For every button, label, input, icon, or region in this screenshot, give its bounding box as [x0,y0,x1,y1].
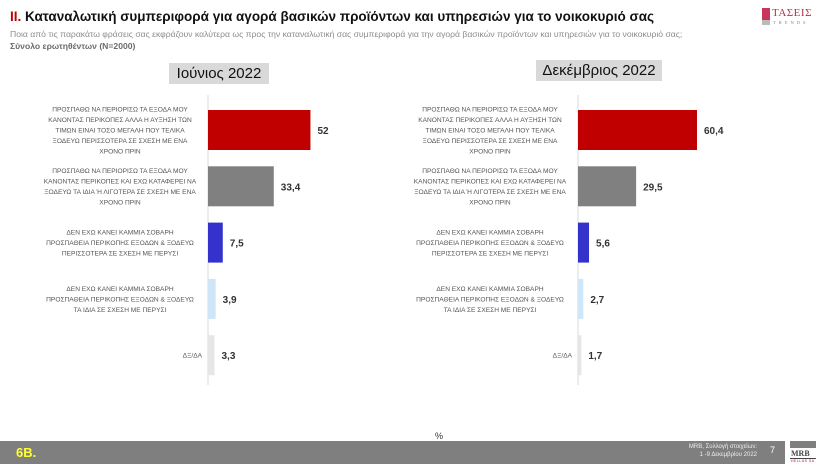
value-label-2: 7,5 [230,239,244,250]
page-number: 7 [769,445,775,455]
bar-2 [208,222,223,263]
category-label-line: ΤΙΜΩΝ ΕΙΝΑΙ ΤΟΣΟ ΜΕΓΑΛΗ ΠΟΥ ΤΕΛΙΚΑ [55,128,185,135]
mrb-logo-text: MRB [791,449,810,458]
bar-3 [578,278,584,319]
category-label-3: ΔΕΝ ΕΧΩ ΚΑΝΕΙ ΚΑΜΜΙΑ ΣΟΒΑΡΗ ΠΡΟΣΠΑΘΕΙΑ ΠΕ… [416,286,564,314]
category-label-line: ΤΙΜΩΝ ΕΙΝΑΙ ΤΟΣΟ ΜΕΓΑΛΗ ΠΟΥ ΤΕΛΙΚΑ [425,128,555,135]
category-label-line: ΚΑΝΟΝΤΑΣ ΠΕΡΙΚΟΠΕΣ ΑΛΛΑ Η ΑΥΞΗΣΗ ΤΩΝ [48,117,192,124]
category-label-line: ΚΑΝΟΝΤΑΣ ΠΕΡΙΚΟΠΕΣ ΚΑΙ ΕΧΩ ΚΑΤΑΦΕΡΕΙ ΝΑ [44,179,197,186]
chart-december: 60,4 ΠΡΟΣΠΑΘΩ ΝΑ ΠΕΡΙΟΡΙΣΩ ΤΑ ΕΞΟΔΑ ΜΟΥ ΚΑ… [370,95,790,385]
category-label-line: ΔΕΝ ΕΧΩ ΚΑΝΕΙ ΚΑΜΜΙΑ ΣΟΒΑΡΗ [66,230,173,237]
category-label-1: ΠΡΟΣΠΑΘΩ ΝΑ ΠΕΡΙΟΡΙΣΩ ΤΑ ΕΞΟΔΑ ΜΟΥ ΚΑΝΟΝΤ… [414,168,567,207]
category-label-line: ΔΕΝ ΕΧΩ ΚΑΝΕΙ ΚΑΜΜΙΑ ΣΟΒΑΡΗ [436,230,543,237]
period-label-june: Ιούνιος 2022 [169,63,269,84]
category-label-line: ΠΡΟΣΠΑΘΩ ΝΑ ΠΕΡΙΟΡΙΣΩ ΤΑ ΕΞΟΔΑ ΜΟΥ [422,107,558,114]
value-label-4: 1,7 [588,351,602,362]
mrb-logo-line-icon [790,458,816,459]
category-label-line: ΠΕΡΙΣΣΟΤΕΡΑ ΣΕ ΣΧΕΣΗ ΜΕ ΠΕΡΥΣΙ [62,251,178,258]
unit-label: % [435,431,444,441]
value-label-1: 29,5 [643,182,663,193]
category-label-line: ΠΕΡΙΣΣΟΤΕΡΑ ΣΕ ΣΧΕΣΗ ΜΕ ΠΕΡΥΣΙ [432,251,548,258]
category-label-line: ΤΑ ΙΔΙΑ ΣΕ ΣΧΕΣΗ ΜΕ ΠΕΡΥΣΙ [74,307,167,314]
bar-0 [208,110,311,150]
source-line-2: 1 -9 Δεκεμβρίου 2022 [699,452,757,458]
mrb-logo-sub: HELLAS SA [791,459,815,463]
category-label-line: ΧΡΟΝΟ ΠΡΙΝ [469,149,511,156]
value-label-3: 2,7 [590,295,604,306]
category-label-line: ΠΡΟΣΠΑΘΩ ΝΑ ΠΕΡΙΟΡΙΣΩ ΤΑ ΕΞΟΔΑ ΜΟΥ [52,107,188,114]
period-label-december: Δεκέμβριος 2022 [536,60,662,81]
value-label-0: 60,4 [704,126,724,137]
mrb-logo-bar-icon [790,441,816,448]
category-label-0: ΠΡΟΣΠΑΘΩ ΝΑ ΠΕΡΙΟΡΙΣΩ ΤΑ ΕΞΟΔΑ ΜΟΥ ΚΑΝΟΝΤ… [48,107,192,156]
bar-4 [208,335,215,376]
slide-code: 6B. [16,445,37,460]
category-label-line: ΔΕΝ ΕΧΩ ΚΑΝΕΙ ΚΑΜΜΙΑ ΣΟΒΑΡΗ [66,286,173,293]
category-label-line: ΔΕΝ ΕΧΩ ΚΑΝΕΙ ΚΑΜΜΙΑ ΣΟΒΑΡΗ [436,286,543,293]
category-label-4: ΔΞ/ΔΑ [183,353,203,360]
bar-0 [578,110,697,150]
category-label-line: ΞΟΔΕΥΩ ΠΕΡΙΣΣΟΤΕΡΑ ΣΕ ΣΧΕΣΗ ΜΕ ΕΝΑ [423,138,559,145]
logo-mark-base-icon [762,20,770,25]
category-label-0: ΠΡΟΣΠΑΘΩ ΝΑ ΠΕΡΙΟΡΙΣΩ ΤΑ ΕΞΟΔΑ ΜΟΥ ΚΑΝΟΝΤ… [418,107,562,156]
page-title: II. Καταναλωτική συμπεριφορά για αγορά β… [10,9,654,24]
category-label-line: ΤΑ ΙΔΙΑ ΣΕ ΣΧΕΣΗ ΜΕ ΠΕΡΥΣΙ [444,307,537,314]
question-text: Ποια από τις παρακάτω φράσεις σας εκφράζ… [10,29,683,39]
value-label-1: 33,4 [281,182,301,193]
chart-june-svg: 52 ΠΡΟΣΠΑΘΩ ΝΑ ΠΕΡΙΟΡΙΣΩ ΤΑ ΕΞΟΔΑ ΜΟΥ ΚΑΝΟ… [44,95,329,385]
category-label-2: ΔΕΝ ΕΧΩ ΚΑΝΕΙ ΚΑΜΜΙΑ ΣΟΒΑΡΗ ΠΡΟΣΠΑΘΕΙΑ ΠΕ… [416,230,564,258]
sample-base: Σύνολο ερωτηθέντων (Ν=2000) [10,41,136,51]
category-label-line: ΠΡΟΣΠΑΘΩ ΝΑ ΠΕΡΙΟΡΙΣΩ ΤΑ ΕΞΟΔΑ ΜΟΥ [52,168,188,175]
logo-sub: TRENDS [773,20,809,25]
value-label-3: 3,9 [223,295,237,306]
logo-name: ΤΑΣΕΙΣ [772,7,812,19]
category-label-line: ΠΡΟΣΠΑΘΩ ΝΑ ΠΕΡΙΟΡΙΣΩ ΤΑ ΕΞΟΔΑ ΜΟΥ [422,168,558,175]
category-label-line: ΔΞ/ΔΑ [553,353,573,360]
category-label-line: ΧΡΟΝΟ ΠΡΙΝ [99,200,141,207]
category-label-4: ΔΞ/ΔΑ [553,353,573,360]
value-label-0: 52 [317,126,329,137]
footer-bar: 6B. MRB, Συλλογή στοιχείων: 1 -9 Δεκεμβρ… [0,441,785,464]
category-label-line: ΧΡΟΝΟ ΠΡΙΝ [99,149,141,156]
category-label-line: ΔΞ/ΔΑ [183,353,203,360]
category-label-2: ΔΕΝ ΕΧΩ ΚΑΝΕΙ ΚΑΜΜΙΑ ΣΟΒΑΡΗ ΠΡΟΣΠΑΘΕΙΑ ΠΕ… [46,230,194,258]
bar-1 [208,166,274,207]
title-number: II. [10,9,22,24]
bar-1 [578,166,637,207]
category-label-1: ΠΡΟΣΠΑΘΩ ΝΑ ΠΕΡΙΟΡΙΣΩ ΤΑ ΕΞΟΔΑ ΜΟΥ ΚΑΝΟΝΤ… [44,168,197,207]
category-label-line: ΧΡΟΝΟ ΠΡΙΝ [469,200,511,207]
category-label-line: ΞΟΔΕΥΩ ΠΕΡΙΣΣΟΤΕΡΑ ΣΕ ΣΧΕΣΗ ΜΕ ΕΝΑ [53,138,189,145]
bar-3 [208,278,216,319]
category-label-line: ΠΡΟΣΠΑΘΕΙΑ ΠΕΡΙΚΟΠΗΣ ΕΞΟΔΩΝ & ΞΟΔΕΥΩ [46,240,194,247]
logo-mark-icon [762,8,770,20]
source-note: MRB, Συλλογή στοιχείων: 1 -9 Δεκεμβρίου … [689,443,757,459]
category-label-3: ΔΕΝ ΕΧΩ ΚΑΝΕΙ ΚΑΜΜΙΑ ΣΟΒΑΡΗ ΠΡΟΣΠΑΘΕΙΑ ΠΕ… [46,286,194,314]
value-label-2: 5,6 [596,239,610,250]
mrb-logo: MRB HELLAS SA [790,441,816,464]
title-text: Καταναλωτική συμπεριφορά για αγορά βασικ… [25,9,655,24]
bar-4 [578,335,582,376]
value-label-4: 3,3 [222,351,236,362]
category-label-line: ΚΑΝΟΝΤΑΣ ΠΕΡΙΚΟΠΕΣ ΚΑΙ ΕΧΩ ΚΑΤΑΦΕΡΕΙ ΝΑ [414,179,567,186]
chart-june: 52 ΠΡΟΣΠΑΘΩ ΝΑ ΠΕΡΙΟΡΙΣΩ ΤΑ ΕΞΟΔΑ ΜΟΥ ΚΑΝΟ… [0,95,420,385]
category-label-line: ΚΑΝΟΝΤΑΣ ΠΕΡΙΚΟΠΕΣ ΑΛΛΑ Η ΑΥΞΗΣΗ ΤΩΝ [418,117,562,124]
category-label-line: ΞΟΔΕΥΩ ΤΑ ΙΔΙΑ Ή ΛΙΓΟΤΕΡΑ ΣΕ ΣΧΕΣΗ ΜΕ ΕΝ… [414,189,566,196]
source-line-1: MRB, Συλλογή στοιχείων: [688,444,757,450]
category-label-line: ΠΡΟΣΠΑΘΕΙΑ ΠΕΡΙΚΟΠΗΣ ΕΞΟΔΩΝ & ΞΟΔΕΥΩ [416,296,564,303]
chart-december-svg: 60,4 ΠΡΟΣΠΑΘΩ ΝΑ ΠΕΡΙΟΡΙΣΩ ΤΑ ΕΞΟΔΑ ΜΟΥ ΚΑ… [414,95,724,385]
category-label-line: ΠΡΟΣΠΑΘΕΙΑ ΠΕΡΙΚΟΠΗΣ ΕΞΟΔΩΝ & ΞΟΔΕΥΩ [46,296,194,303]
category-label-line: ΠΡΟΣΠΑΘΕΙΑ ΠΕΡΙΚΟΠΗΣ ΕΞΟΔΩΝ & ΞΟΔΕΥΩ [416,240,564,247]
bar-2 [578,222,590,263]
category-label-line: ΞΟΔΕΥΩ ΤΑ ΙΔΙΑ Ή ΛΙΓΟΤΕΡΑ ΣΕ ΣΧΕΣΗ ΜΕ ΕΝ… [44,189,196,196]
taseis-logo: ΤΑΣΕΙΣ TRENDS [762,7,822,27]
